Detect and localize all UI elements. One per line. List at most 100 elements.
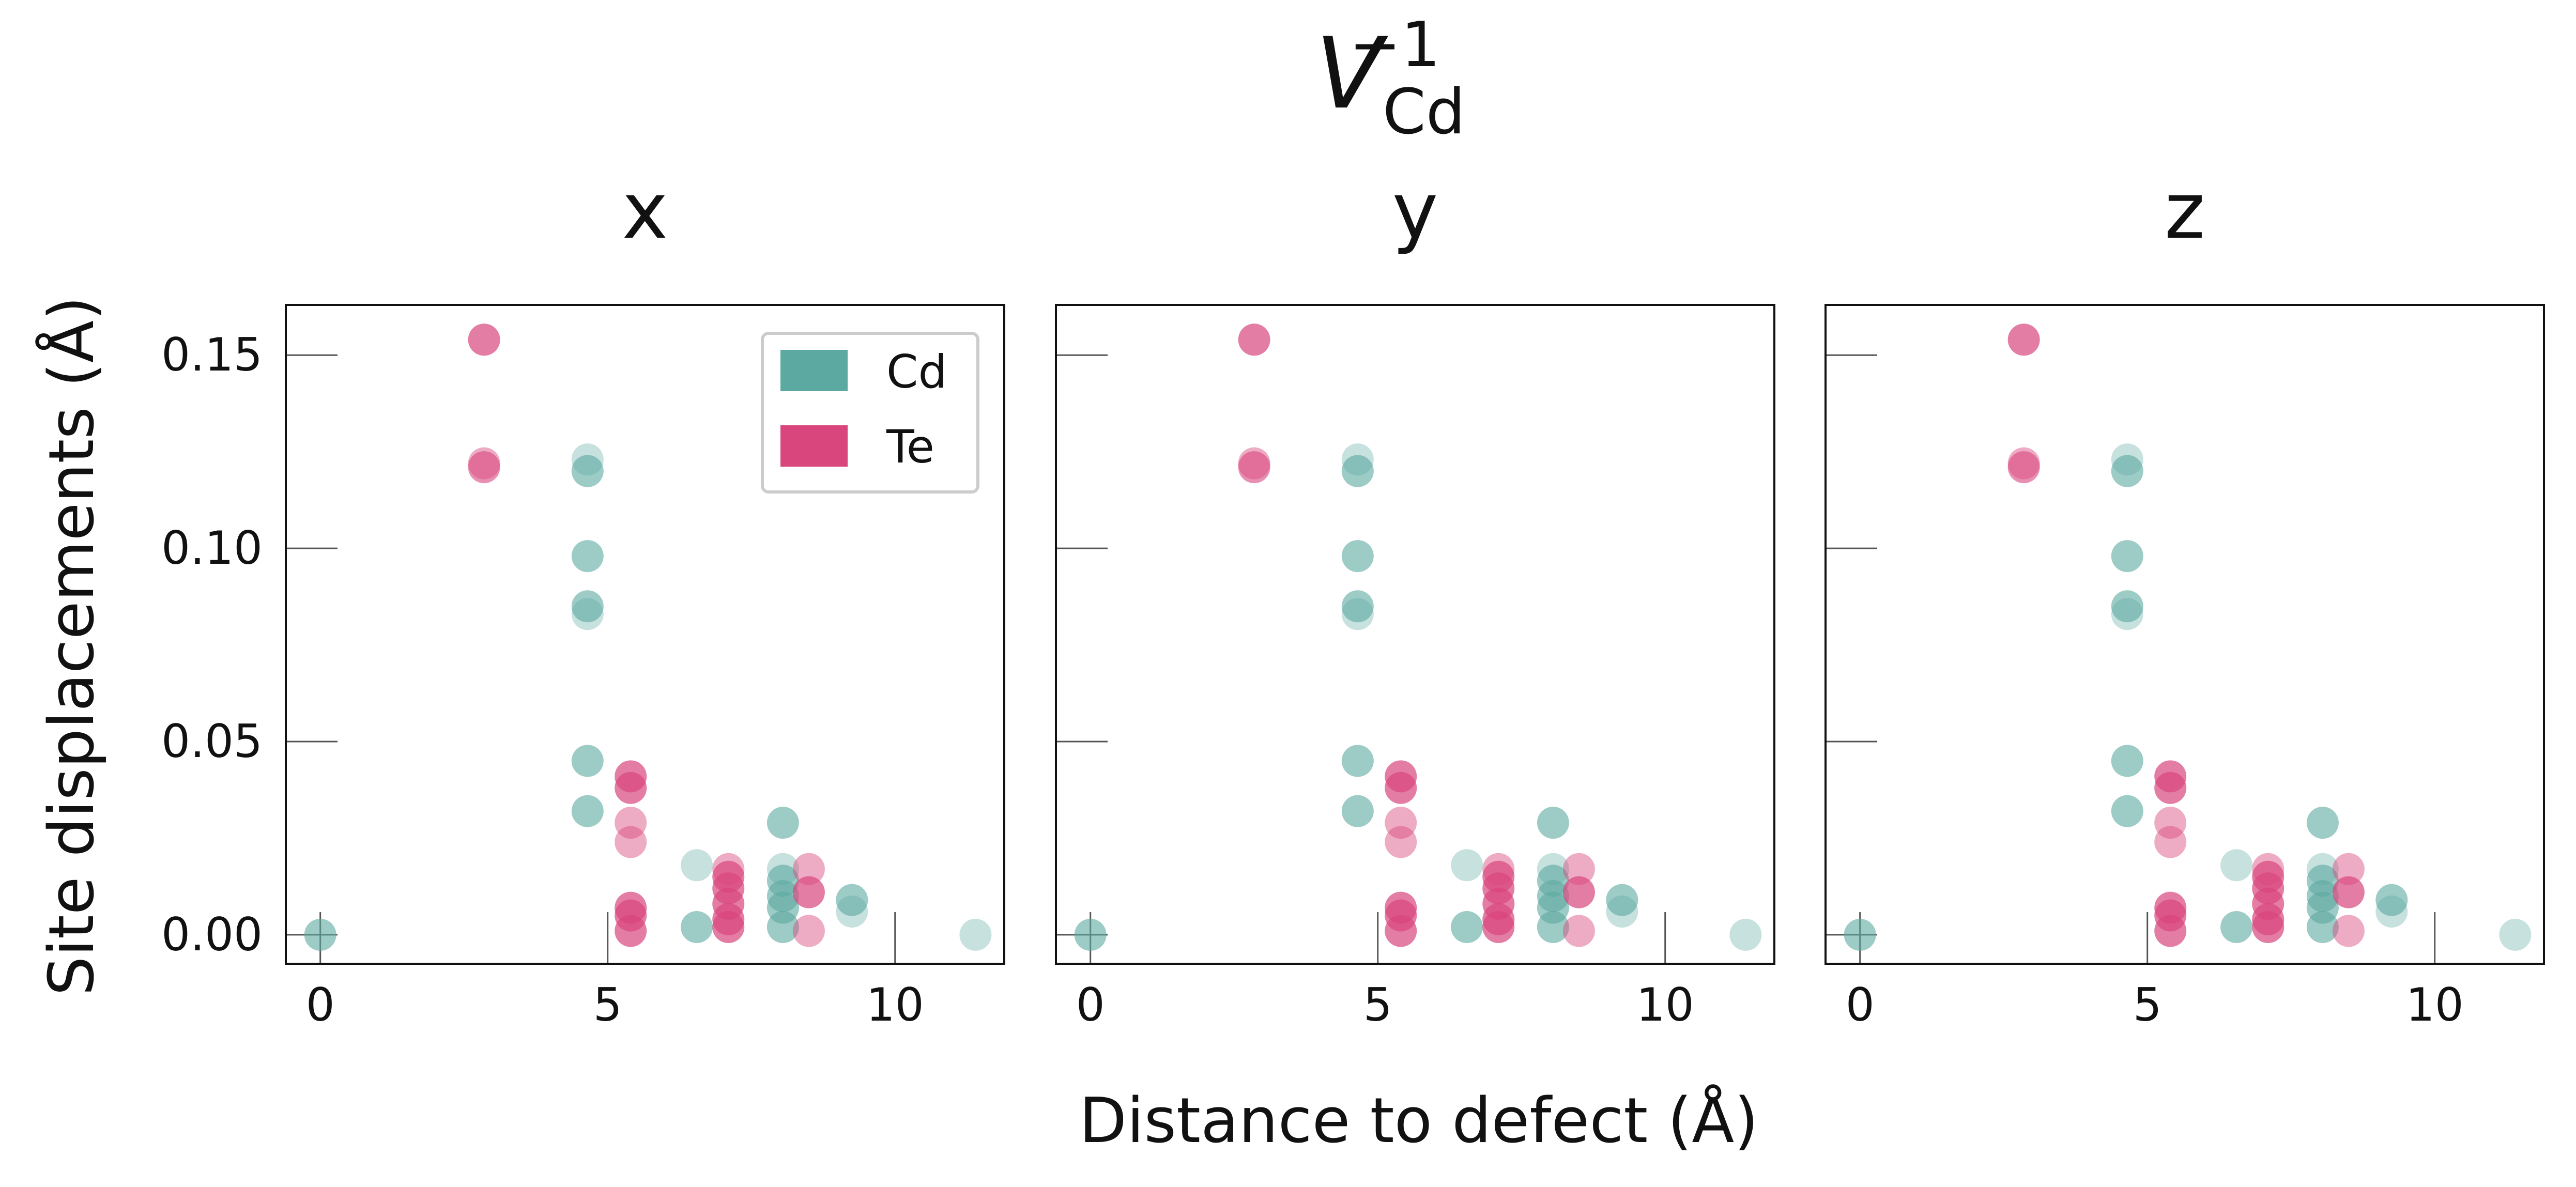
point-cd [836, 884, 868, 916]
point-cd [571, 598, 604, 630]
point-te [1562, 853, 1595, 885]
point-cd [1341, 795, 1374, 827]
x-tick-label: 0 [1076, 978, 1105, 1031]
point-te [2252, 911, 2284, 943]
panel-y: y 0 5 10 [1055, 166, 1775, 1031]
x-tick-label: 5 [2133, 978, 2162, 1031]
legend-swatch-cd [780, 350, 848, 391]
y-tick-label: 0.00 [161, 908, 263, 961]
point-cd [1537, 911, 1569, 943]
point-cd [1451, 849, 1483, 882]
point-te [2007, 451, 2040, 484]
point-te [615, 915, 647, 947]
point-te [792, 915, 825, 947]
x-tick-label: 0 [306, 978, 335, 1031]
plot-frame [285, 304, 1005, 965]
point-te [1385, 915, 1417, 947]
point-cd [766, 807, 799, 839]
point-te [2154, 807, 2187, 839]
legend: Cd Te [761, 332, 979, 494]
legend-label-cd: Cd [886, 345, 947, 398]
point-cd [1341, 598, 1374, 630]
x-axis-label: Distance to defect (Å) [1079, 1085, 1758, 1157]
point-cd [1537, 807, 1569, 839]
point-te [2154, 772, 2187, 804]
point-te [1238, 451, 1270, 484]
point-cd [1341, 455, 1374, 487]
point-cd [836, 896, 868, 928]
legend-label-te: Te [886, 420, 934, 473]
figure-title: VCd−1 [1315, 9, 1465, 148]
plot-frame [1055, 304, 1775, 965]
point-cd [1341, 590, 1374, 623]
point-cd [2111, 455, 2143, 487]
point-cd [959, 918, 992, 951]
point-te [1385, 772, 1417, 804]
x-tick-label: 10 [1636, 978, 1694, 1031]
x-tick-label: 0 [1846, 978, 1875, 1031]
figure-title-superscript: −1 [1349, 9, 1440, 81]
point-cd [2499, 918, 2532, 951]
panel-title: y [1392, 166, 1438, 256]
point-te [2007, 323, 2040, 356]
point-cd [1606, 896, 1638, 928]
point-te [1385, 807, 1417, 839]
panel-title: z [2165, 166, 2205, 256]
point-te [792, 853, 825, 885]
point-cd [2111, 598, 2143, 630]
y-tick-label: 0.05 [161, 715, 263, 768]
point-cd [304, 918, 336, 951]
point-cd [766, 911, 799, 943]
point-cd [681, 849, 713, 882]
y-axis-label: Site displacements (Å) [36, 296, 108, 996]
point-cd [1451, 911, 1483, 943]
legend-swatch-te [780, 425, 848, 467]
point-te [468, 323, 500, 356]
point-cd [2306, 807, 2339, 839]
point-cd [2375, 896, 2408, 928]
x-tick-label: 5 [593, 978, 622, 1031]
panel-title: x [622, 166, 668, 256]
point-cd [2111, 745, 2143, 777]
point-te [1562, 876, 1595, 908]
panel-x: x 0.00 0.05 0.10 0.15 0 5 10 [161, 166, 1005, 1031]
y-tick-label: 0.10 [161, 521, 263, 575]
point-te [1482, 911, 1515, 943]
point-te [712, 911, 745, 943]
x-tick-label: 10 [866, 978, 924, 1031]
point-cd [571, 745, 604, 777]
point-te [2154, 826, 2187, 858]
figure-title-main: V [1315, 17, 1389, 131]
panel-z: z 0 5 10 [1824, 166, 2545, 1031]
point-cd [681, 911, 713, 943]
point-cd [2220, 849, 2253, 882]
point-te [1562, 915, 1595, 947]
point-cd [571, 455, 604, 487]
x-tick-label: 10 [2406, 978, 2464, 1031]
point-cd [2111, 795, 2143, 827]
panels: x 0.00 0.05 0.10 0.15 0 5 10 y 0 5 10 z 0 5 10 [161, 166, 2545, 1031]
point-cd [2306, 911, 2339, 943]
point-cd [571, 795, 604, 827]
point-cd [1074, 918, 1107, 951]
point-cd [571, 540, 604, 573]
point-te [2332, 853, 2365, 885]
point-cd [2111, 540, 2143, 573]
point-te [2332, 915, 2365, 947]
point-te [615, 772, 647, 804]
plot-frame [1824, 304, 2545, 965]
point-te [792, 876, 825, 908]
point-cd [1341, 540, 1374, 573]
y-tick-label: 0.15 [161, 328, 263, 381]
point-cd [1844, 918, 1876, 951]
point-te [2154, 915, 2187, 947]
point-te [1385, 826, 1417, 858]
point-cd [2375, 884, 2408, 916]
figure-title-subscript: Cd [1383, 76, 1465, 148]
point-cd [1729, 918, 1762, 951]
point-te [468, 451, 500, 484]
point-cd [1341, 745, 1374, 777]
x-tick-label: 5 [1363, 978, 1392, 1031]
point-te [1238, 323, 1270, 356]
